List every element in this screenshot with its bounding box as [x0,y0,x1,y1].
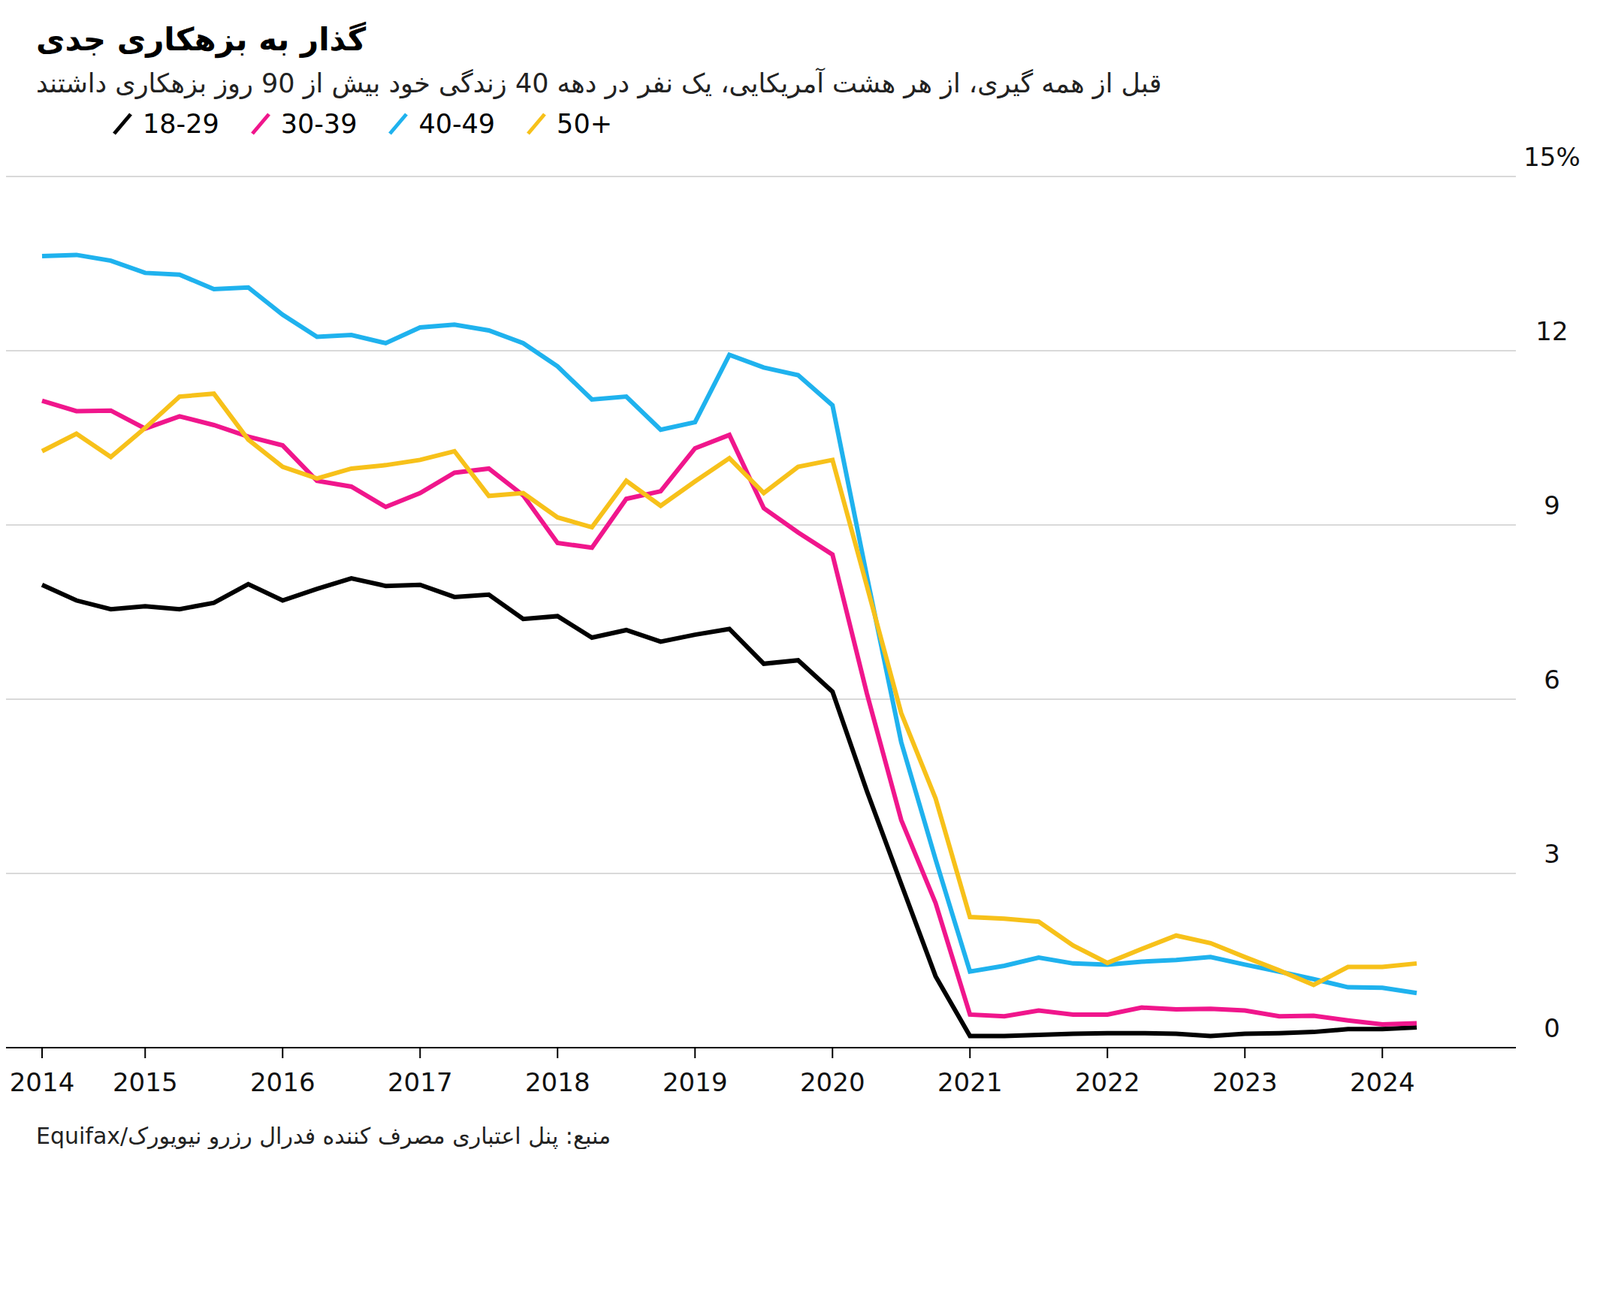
svg-text:2018: 2018 [525,1067,591,1098]
svg-text:2015: 2015 [112,1067,179,1098]
svg-text:2022: 2022 [1074,1067,1141,1098]
html-text:گذار به بزهکاری جدی: گذار به بزهکاری جدی [36,21,367,58]
svg-text:3: 3 [1543,839,1561,870]
svg-text:6: 6 [1543,664,1561,695]
svg-text:2014: 2014 [9,1067,76,1098]
svg-text:0: 0 [1543,1013,1561,1044]
html-text:50+: 50+ [556,108,613,139]
svg-text:2020: 2020 [800,1067,866,1098]
html-text:40-49: 40-49 [418,108,496,139]
html-text:منبع: پنل اعتباری مصرف کننده ف: منبع: پنل اعتباری مصرف کننده فدرال رزرو … [36,1123,611,1150]
svg-text:2024: 2024 [1349,1067,1416,1098]
svg-text:12: 12 [1535,316,1568,347]
svg-text:15%: 15% [1523,141,1581,173]
html-text:30-39: 30-39 [280,108,358,139]
svg-text:2023: 2023 [1212,1067,1278,1098]
html-text:18-29: 18-29 [142,108,220,139]
svg-text:9: 9 [1543,490,1561,521]
svg-text:2019: 2019 [662,1067,728,1098]
svg-text:2017: 2017 [387,1067,453,1098]
html-text:قبل از همه گیری، از هر هشت آمر: قبل از همه گیری، از هر هشت آمریکایی، یک … [36,68,1162,99]
svg-text:2016: 2016 [250,1067,316,1098]
svg-text:2021: 2021 [937,1067,1003,1098]
